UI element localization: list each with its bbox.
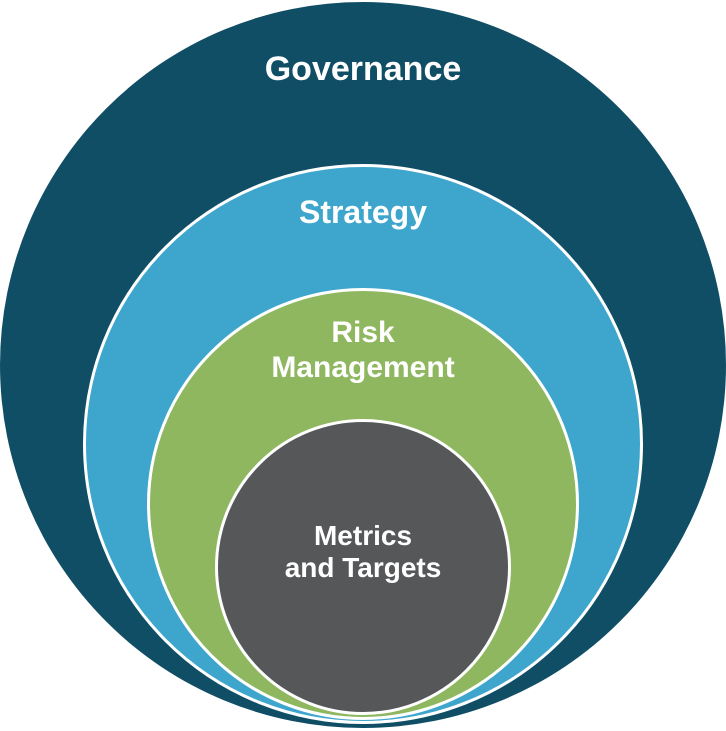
ring-label-governance: Governance: [265, 50, 462, 89]
ring-label-strategy: Strategy: [299, 194, 427, 231]
ring-label-risk-management: Risk Management: [271, 316, 454, 385]
ring-label-metrics-targets: Metrics and Targets: [285, 520, 442, 584]
